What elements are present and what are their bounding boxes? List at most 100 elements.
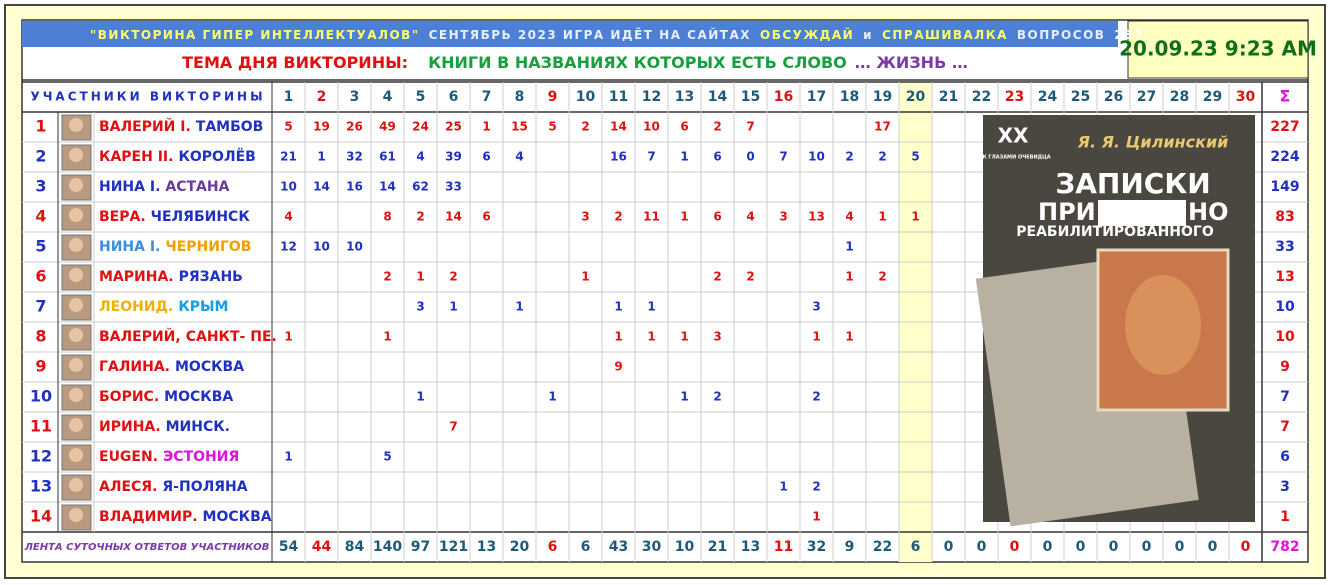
participant: ИРИНА. МИНСК.: [99, 419, 230, 435]
book-title: РЕАБИЛИТИРОВАННОГО: [1016, 224, 1214, 240]
day-label: 8: [515, 89, 525, 105]
participant-city: САНКТ- ПЕ.: [186, 329, 277, 345]
row-number: 13: [30, 477, 52, 496]
day-label: 7: [482, 89, 492, 105]
participant-city: РЯЗАНЬ: [179, 269, 243, 285]
score: 0: [746, 150, 754, 164]
score: 2: [383, 270, 391, 284]
score: 3: [779, 210, 787, 224]
score: 6: [713, 150, 721, 164]
avatar-face: [69, 238, 83, 252]
score: 1: [548, 390, 556, 404]
score: 1: [845, 240, 853, 254]
score: 1: [317, 150, 325, 164]
day-label: 16: [774, 89, 793, 105]
day-total: 13: [477, 539, 496, 555]
row-total: 13: [1275, 269, 1294, 285]
day-label: 30: [1236, 89, 1256, 105]
row-total: 10: [1275, 299, 1295, 315]
header-segment: 237: [1114, 28, 1144, 42]
row-number: 2: [35, 147, 46, 166]
score: 1: [284, 450, 292, 464]
score: 21: [280, 150, 297, 164]
score: 33: [445, 180, 462, 194]
row-number: 1: [35, 117, 46, 136]
score: 15: [511, 120, 528, 134]
day-total: 30: [642, 539, 662, 555]
avatar-face: [69, 178, 83, 192]
day-label: 28: [1170, 89, 1189, 105]
score: 2: [812, 390, 820, 404]
header-segment: и: [863, 28, 873, 42]
row-total: 10: [1275, 329, 1295, 345]
participant-city: КРЫМ: [178, 299, 228, 315]
participant-name: МАРИНА.: [99, 269, 174, 285]
day-total: 20: [510, 539, 530, 555]
day-total: 84: [345, 539, 365, 555]
row-total: 7: [1280, 419, 1290, 435]
row-total: 224: [1270, 149, 1299, 165]
date-box: [1127, 20, 1309, 79]
day-total: 13: [741, 539, 760, 555]
topic-text: КНИГИ В НАЗВАНИЯХ КОТОРЫХ ЕСТЬ СЛОВО: [428, 53, 847, 72]
score: 2: [449, 270, 457, 284]
participant-city: МОСКВА: [164, 389, 233, 405]
participant: НИНА I. АСТАНА: [99, 179, 230, 195]
score: 10: [280, 180, 297, 194]
day-total: 6: [581, 539, 591, 555]
score: 14: [379, 180, 396, 194]
participant: БОРИС. МОСКВА: [99, 389, 233, 405]
score: 4: [515, 150, 523, 164]
score: 25: [445, 120, 462, 134]
score: 5: [383, 450, 391, 464]
score: 1: [812, 510, 820, 524]
avatar-face: [69, 448, 83, 462]
score: 3: [416, 300, 424, 314]
row-number: 8: [35, 327, 46, 346]
day-total: 0: [944, 539, 954, 555]
participant-name: ВАЛЕРИЙ,: [99, 328, 181, 345]
topic-label: ТЕМА ДНЯ ВИКТОРИНЫ:: [182, 53, 408, 72]
score: 1: [845, 270, 853, 284]
participant: МАРИНА. РЯЗАНЬ: [99, 269, 243, 285]
score: 4: [416, 150, 424, 164]
participant-city: ТАМБОВ: [196, 119, 264, 135]
participant-city: МИНСК.: [166, 419, 230, 435]
day-total: 44: [312, 539, 332, 555]
row-number: 7: [35, 297, 46, 316]
participant-name: НИНА I.: [99, 239, 160, 255]
score: 1: [284, 330, 292, 344]
participant-city: ЭСТОНИЯ: [163, 449, 239, 465]
day-total: 0: [977, 539, 987, 555]
score: 9: [614, 360, 622, 374]
day-total: 10: [675, 539, 695, 555]
score: 2: [614, 210, 622, 224]
day-label: 4: [383, 89, 393, 105]
sum-label: Σ: [1280, 87, 1291, 106]
score: 1: [416, 270, 424, 284]
row-total: 1: [1280, 509, 1290, 525]
day-label: 18: [840, 89, 859, 105]
row-total: 6: [1280, 449, 1290, 465]
day-total: 0: [1175, 539, 1185, 555]
row-total: 3: [1280, 479, 1290, 495]
row-total: 149: [1270, 179, 1299, 195]
score: 39: [445, 150, 462, 164]
row-total: 33: [1275, 239, 1294, 255]
day-total: 21: [708, 539, 727, 555]
day-label: 13: [675, 89, 694, 105]
book-title: ПРИ: [1038, 198, 1096, 226]
book-series: XX: [998, 124, 1029, 148]
participant-city: МОСКВА: [203, 509, 272, 525]
participant: ГАЛИНА. МОСКВА: [99, 359, 244, 375]
day-total: 121: [439, 539, 468, 555]
day-label: 2: [317, 89, 327, 105]
score: 4: [746, 210, 754, 224]
score: 14: [313, 180, 330, 194]
score: 32: [346, 150, 363, 164]
day-label: 6: [449, 89, 459, 105]
score: 6: [482, 150, 490, 164]
topic-word: … ЖИЗНЬ …: [855, 53, 968, 72]
score: 12: [280, 240, 297, 254]
